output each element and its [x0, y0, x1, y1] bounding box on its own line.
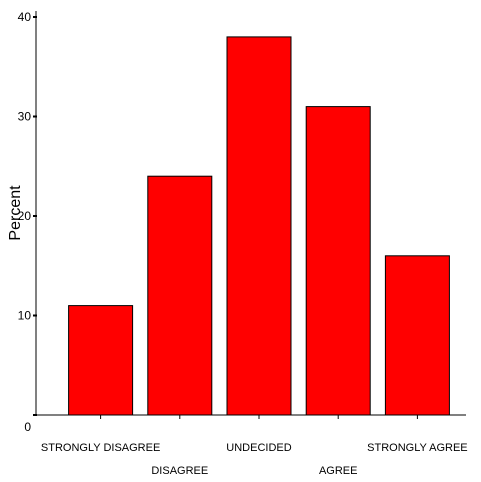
y-tick-label: 10 [18, 309, 32, 323]
y-tick-label: 40 [18, 10, 32, 24]
bar [68, 305, 134, 416]
y-tick-label: 0 [24, 420, 31, 434]
x-tick-label: AGREE [319, 465, 358, 477]
y-tick-label: 20 [18, 209, 32, 223]
y-tick-label: 30 [18, 110, 32, 124]
x-tick-label: DISAGREE [151, 465, 208, 477]
axis-layer: 0 10 20 30 40 STRONGLY DISAGREE DISAGREE UNDECI… [18, 10, 468, 477]
x-tick-label: STRONGLY DISAGREE [41, 442, 160, 454]
y-axis-title: Percent [7, 185, 24, 241]
x-tick-label: UNDECIDED [226, 442, 291, 454]
bar [384, 255, 450, 416]
bars-layer [68, 36, 450, 416]
x-tick-label: STRONGLY AGREE [367, 442, 467, 454]
bar [226, 36, 292, 416]
bar [147, 175, 213, 416]
bar [305, 106, 371, 416]
